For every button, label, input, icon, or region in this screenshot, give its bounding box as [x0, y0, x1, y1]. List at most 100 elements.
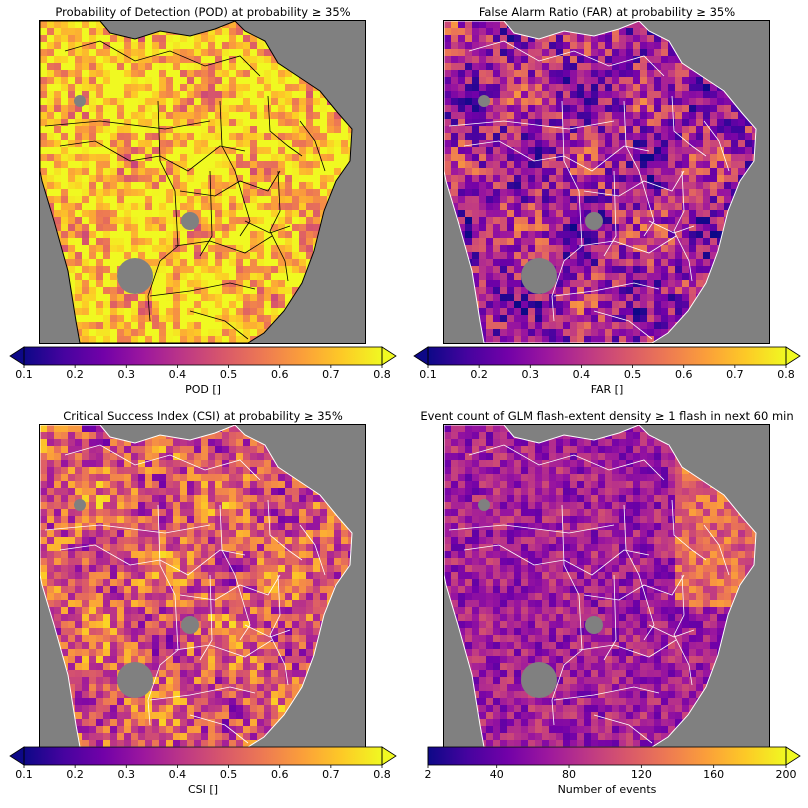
- heatmap-cell: [103, 238, 110, 245]
- heatmap-cell: [591, 147, 598, 154]
- heatmap-cell: [145, 189, 152, 196]
- heatmap-cell: [110, 175, 117, 182]
- heatmap-cell: [229, 287, 236, 294]
- heatmap-cell: [278, 77, 285, 84]
- heatmap-cell: [598, 35, 605, 42]
- heatmap-cell: [479, 175, 486, 182]
- heatmap-cell: [528, 175, 535, 182]
- heatmap-cell: [542, 49, 549, 56]
- heatmap-cell: [668, 98, 675, 105]
- heatmap-cell: [486, 287, 493, 294]
- heatmap-cell: [619, 203, 626, 210]
- heatmap-cell: [201, 446, 208, 453]
- heatmap-cell: [152, 168, 159, 175]
- heatmap-cell: [752, 140, 756, 147]
- heatmap-cell: [486, 336, 493, 343]
- heatmap-cell: [675, 301, 682, 308]
- heatmap-cell: [180, 315, 187, 322]
- heatmap-cell: [668, 112, 675, 119]
- heatmap-cell: [598, 140, 605, 147]
- heatmap-cell: [201, 98, 208, 105]
- heatmap-cell: [215, 315, 222, 322]
- heatmap-cell: [306, 196, 313, 203]
- colorbar-gradient: [428, 347, 786, 365]
- heatmap-cell: [486, 294, 493, 301]
- heatmap-cell: [696, 217, 703, 224]
- heatmap-cell: [675, 119, 682, 126]
- heatmap-cell: [528, 49, 535, 56]
- heatmap-cell: [493, 105, 500, 112]
- heatmap-cell: [724, 189, 731, 196]
- heatmap-cell: [640, 245, 647, 252]
- heatmap-cell: [521, 154, 528, 161]
- heatmap-cell: [103, 280, 110, 287]
- heatmap-cell: [215, 217, 222, 224]
- heatmap-cell: [549, 224, 556, 231]
- heatmap-cell: [166, 77, 173, 84]
- heatmap-cell: [173, 460, 180, 467]
- heatmap-cell: [507, 119, 514, 126]
- heatmap-cell: [222, 481, 229, 488]
- heatmap-cell: [103, 84, 110, 91]
- heatmap-cell: [110, 446, 117, 453]
- heatmap-cell: [222, 203, 229, 210]
- heatmap-cell: [96, 280, 103, 287]
- heatmap-cell: [710, 147, 717, 154]
- heatmap-cell: [598, 308, 605, 315]
- heatmap-cell: [215, 252, 222, 259]
- heatmap-cell: [152, 308, 159, 315]
- heatmap-cell: [654, 224, 661, 231]
- heatmap-cell: [292, 98, 299, 105]
- heatmap-cell: [47, 28, 54, 35]
- heatmap-cell: [173, 322, 180, 329]
- heatmap-cell: [306, 231, 313, 238]
- heatmap-cell: [703, 140, 710, 147]
- heatmap-cell: [201, 161, 208, 168]
- heatmap-cell: [215, 182, 222, 189]
- heatmap-cell: [243, 77, 250, 84]
- heatmap-cell: [640, 161, 647, 168]
- heatmap-cell: [229, 224, 236, 231]
- heatmap-cell: [89, 301, 96, 308]
- heatmap-cell: [222, 84, 229, 91]
- heatmap-cell: [131, 453, 138, 460]
- heatmap-cell: [668, 56, 675, 63]
- heatmap-cell: [493, 63, 500, 70]
- heatmap-cell: [54, 56, 61, 63]
- heatmap-cell: [486, 189, 493, 196]
- heatmap-cell: [243, 252, 250, 259]
- heatmap-cell: [619, 252, 626, 259]
- heatmap-cell: [138, 308, 145, 315]
- heatmap-cell: [194, 196, 201, 203]
- heatmap-cell: [117, 182, 124, 189]
- heatmap-cell: [654, 196, 661, 203]
- heatmap-cell: [724, 182, 731, 189]
- heatmap-cell: [682, 217, 689, 224]
- heatmap-cell: [145, 467, 152, 474]
- heatmap-cell: [479, 49, 486, 56]
- heatmap-cell: [236, 56, 243, 63]
- heatmap-cell: [173, 336, 180, 343]
- heatmap-cell: [549, 56, 556, 63]
- heatmap-cell: [556, 301, 563, 308]
- heatmap-cell: [682, 140, 689, 147]
- heatmap-cell: [96, 112, 103, 119]
- heatmap-cell: [675, 266, 682, 273]
- heatmap-cell: [451, 140, 458, 147]
- heatmap-cell: [201, 210, 208, 217]
- heatmap-cell: [138, 161, 145, 168]
- heatmap-cell: [682, 196, 689, 203]
- heatmap-cell: [285, 224, 292, 231]
- heatmap-cell: [103, 224, 110, 231]
- heatmap-cell: [82, 273, 89, 280]
- heatmap-cell: [542, 217, 549, 224]
- heatmap-cell: [103, 203, 110, 210]
- heatmap-cell: [327, 133, 334, 140]
- heatmap-cell: [591, 259, 598, 266]
- heatmap-cell: [180, 196, 187, 203]
- heatmap-cell: [486, 273, 493, 280]
- heatmap-cell: [472, 252, 479, 259]
- heatmap-cell: [110, 474, 117, 481]
- heatmap-cell: [131, 203, 138, 210]
- heatmap-cell: [556, 42, 563, 49]
